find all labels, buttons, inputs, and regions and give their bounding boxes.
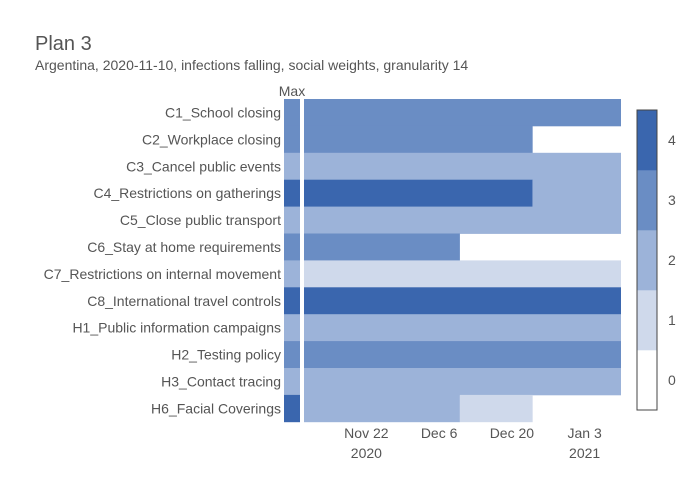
- heatmap-cell: [304, 287, 621, 315]
- colorbar-bin: [637, 350, 657, 411]
- x-tick-year: 2020: [351, 445, 382, 461]
- max-cell: [284, 394, 300, 423]
- x-tick-year: 2021: [569, 445, 600, 461]
- heatmap-cell: [304, 394, 460, 423]
- colorbar-tick-label: 2: [668, 252, 676, 268]
- row-label: C8_International travel controls: [87, 293, 281, 309]
- x-tick-label: Jan 3: [567, 425, 601, 441]
- row-label: C5_Close public transport: [120, 212, 281, 228]
- row-label: C4_Restrictions on gatherings: [93, 185, 281, 201]
- heatmap-cell: [459, 394, 533, 423]
- max-cell: [284, 179, 300, 207]
- heatmap-cell: [304, 152, 621, 181]
- max-column: [284, 99, 300, 423]
- row-label: C6_Stay at home requirements: [87, 239, 281, 255]
- heatmap-cell: [304, 233, 460, 261]
- colorbar-bin: [637, 230, 657, 291]
- row-label: H2_Testing policy: [171, 347, 281, 363]
- heatmap-cell: [304, 206, 621, 234]
- max-cell: [284, 341, 300, 369]
- max-column-label: Max: [279, 83, 305, 99]
- x-tick-label: Dec 20: [490, 425, 535, 441]
- heatmap-cell: [304, 125, 533, 154]
- heatmap-cells: [304, 99, 621, 423]
- heatmap-cell: [304, 260, 621, 288]
- row-label: C2_Workplace closing: [142, 131, 281, 147]
- row-label: C1_School closing: [165, 104, 281, 120]
- max-cell: [284, 233, 300, 261]
- heatmap-cell: [304, 314, 621, 342]
- max-cell: [284, 368, 300, 396]
- chart-title: Plan 3: [35, 33, 92, 55]
- max-cell: [284, 125, 300, 154]
- colorbar-tick-label: 4: [668, 132, 676, 148]
- row-label: C7_Restrictions on internal movement: [44, 266, 281, 282]
- colorbar-tick-label: 0: [668, 372, 676, 388]
- row-label: H6_Facial Coverings: [151, 400, 281, 416]
- heatmap-cell: [304, 99, 621, 127]
- colorbar-outline: [636, 109, 658, 411]
- x-tick-label: Dec 6: [421, 425, 458, 441]
- heatmap-cell: [304, 341, 621, 369]
- max-cell: [284, 287, 300, 315]
- max-cell: [284, 152, 300, 181]
- row-label: H3_Contact tracing: [161, 373, 281, 389]
- colorbar-tick-label: 1: [668, 312, 676, 328]
- max-cell: [284, 99, 300, 127]
- max-cell: [284, 206, 300, 234]
- row-label: C3_Cancel public events: [126, 158, 281, 174]
- x-tick-label: Nov 22: [344, 425, 389, 441]
- colorbar-bin: [637, 290, 657, 351]
- x-axis-ticks: Nov 22 2020 Dec 6 Dec 20 Jan 3 2021: [344, 425, 602, 461]
- heatmap-cell: [304, 368, 621, 396]
- heatmap-cell: [304, 179, 533, 207]
- max-cell: [284, 260, 300, 288]
- chart-subtitle: Argentina, 2020-11-10, infections fallin…: [35, 57, 468, 73]
- heatmap-cell: [532, 179, 621, 207]
- colorbar: 0 1 2 3 4: [636, 109, 676, 411]
- colorbar-tick-label: 3: [668, 192, 676, 208]
- max-cell: [284, 314, 300, 342]
- colorbar-bin: [637, 170, 657, 231]
- row-labels: C1_School closing C2_Workplace closing C3_…: [44, 104, 281, 416]
- colorbar-bin: [637, 110, 657, 171]
- row-label: H1_Public information campaigns: [72, 320, 281, 336]
